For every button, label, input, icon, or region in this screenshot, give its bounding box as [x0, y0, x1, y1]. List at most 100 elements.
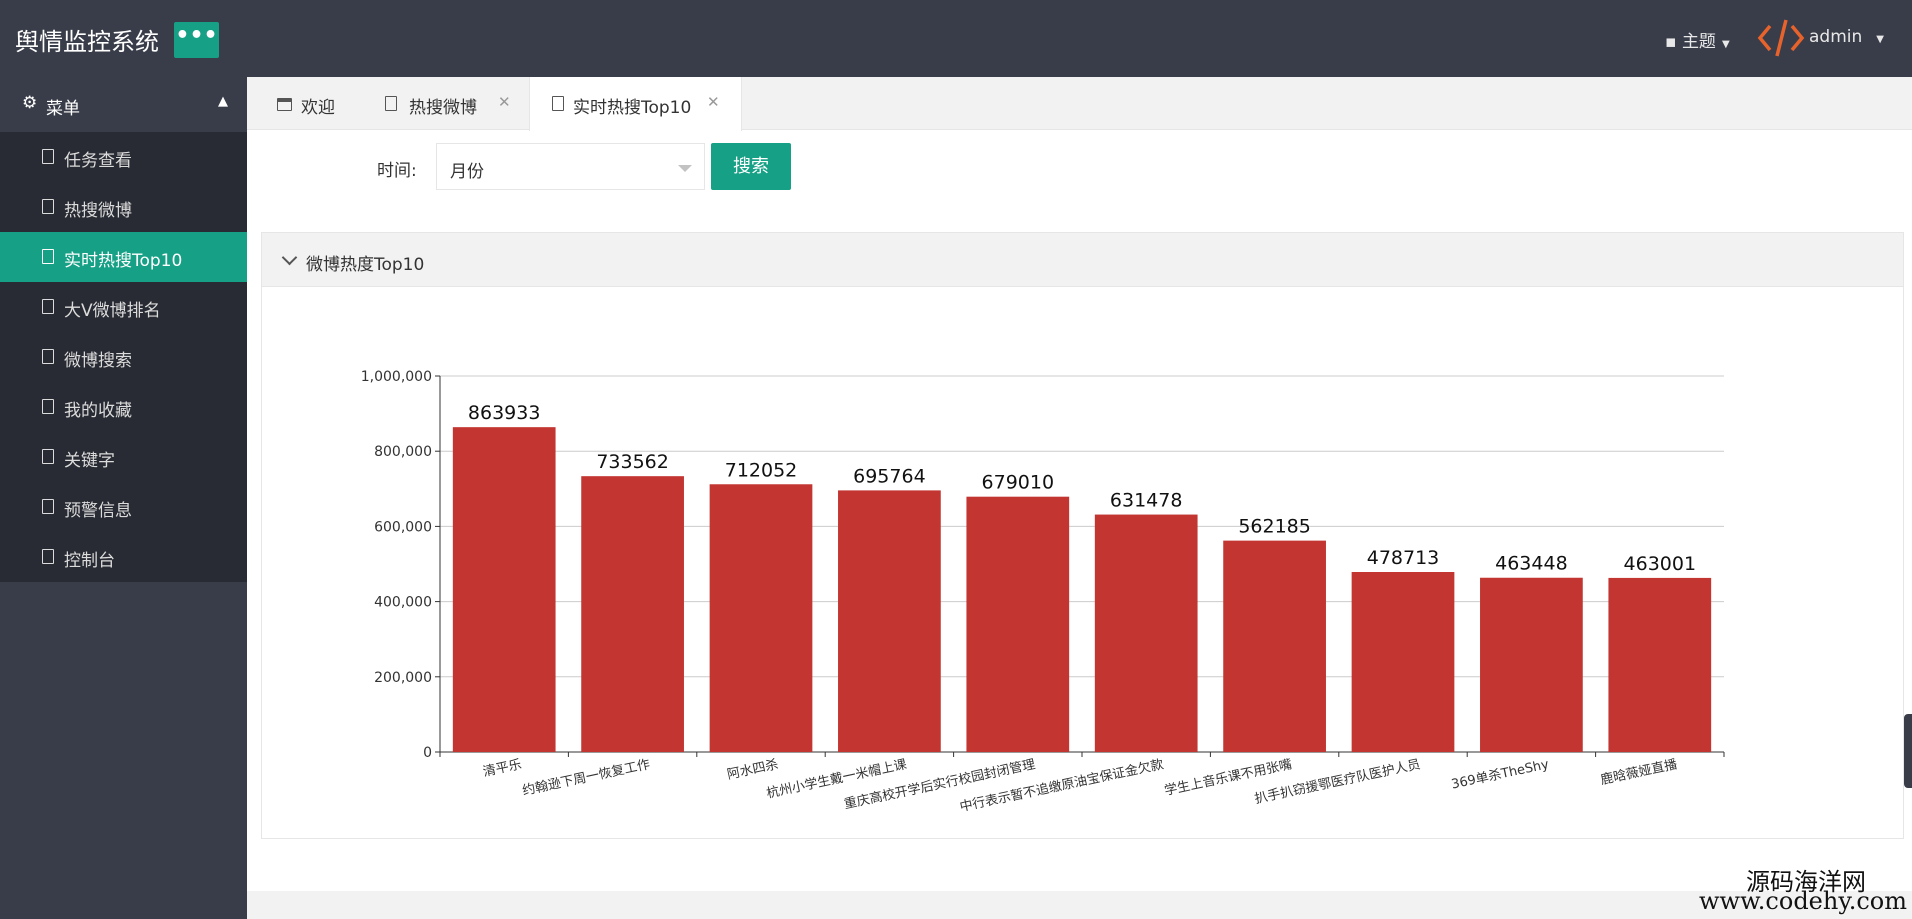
bar — [838, 490, 941, 752]
sidebar-item-label: 任务查看 — [64, 151, 132, 171]
document-icon — [42, 299, 54, 314]
sidebar-item-favorites[interactable]: 我的收藏 — [0, 382, 247, 432]
x-tick-label: 369单杀TheShy — [1450, 757, 1550, 792]
document-icon — [42, 449, 54, 464]
y-tick-label: 200,000 — [374, 670, 432, 686]
sidebar-item-label: 预警信息 — [64, 501, 132, 521]
time-select-value: 月份 — [450, 162, 484, 182]
bar — [1223, 540, 1326, 752]
chart-panel: 微博热度Top10 0 200,000 400,000 600,000 800,000 1… — [261, 232, 1904, 839]
bar — [1480, 577, 1583, 752]
y-tick-label: 800,000 — [374, 444, 432, 460]
sidebar-item-weibo-search[interactable]: 微博搜索 — [0, 332, 247, 382]
dropdown-arrow-icon — [678, 165, 692, 172]
y-tick-label: 600,000 — [374, 519, 432, 535]
x-tick-label: 阿水四杀 — [726, 757, 780, 782]
bar-value-label: 463448 — [1495, 553, 1568, 575]
footer-strip — [247, 891, 1912, 919]
document-icon — [42, 399, 54, 414]
document-icon — [552, 96, 564, 111]
bar — [966, 496, 1070, 752]
search-button[interactable]: 搜索 — [711, 143, 791, 190]
sidebar-item-label: 实时热搜Top10 — [64, 251, 183, 271]
chevron-up-icon: ▲ — [218, 94, 228, 109]
document-icon — [42, 249, 54, 264]
chevron-down-icon: ▼ — [1876, 34, 1884, 45]
y-tick-label: 400,000 — [374, 595, 432, 611]
sidebar-item-keywords[interactable]: 关键字 — [0, 432, 247, 482]
tab-hot-weibo[interactable]: 热搜微博 ✕ — [355, 77, 529, 130]
x-tick-label: 中行表示暂不追缴原油宝保证金欠款 — [958, 756, 1165, 815]
y-tick-label: 0 — [423, 745, 432, 761]
y-tick-label: 1,000,000 — [361, 369, 432, 385]
bar — [709, 484, 813, 752]
tab-bar: 欢迎 热搜微博 ✕ 实时热搜Top10 ✕ — [247, 77, 1912, 131]
panel-header[interactable]: 微博热度Top10 — [262, 233, 1903, 287]
sidebar-menu-header[interactable]: ⚙ 菜单 ▲ — [0, 77, 247, 132]
side-handle[interactable] — [1904, 714, 1912, 788]
sidebar-item-alerts[interactable]: 预警信息 — [0, 482, 247, 532]
chevron-down-icon: ▼ — [1721, 39, 1730, 50]
user-name: admin — [1809, 27, 1863, 47]
tab-label: 实时热搜Top10 — [573, 98, 692, 118]
close-icon[interactable]: ✕ — [498, 93, 511, 111]
user-menu[interactable]: admin ▼ — [1809, 27, 1884, 47]
bar-value-label: 733562 — [596, 451, 669, 473]
sidebar-item-realtime-top10[interactable]: 实时热搜Top10 — [0, 232, 247, 282]
document-icon — [42, 499, 54, 514]
tab-welcome[interactable]: 欢迎 — [247, 77, 355, 130]
bar-value-label: 631478 — [1110, 490, 1183, 512]
theme-menu[interactable]: ▪ 主题 ▼ — [1665, 27, 1730, 52]
theme-label: 主题 — [1681, 32, 1716, 52]
sidebar-item-label: 控制台 — [64, 551, 115, 571]
tab-label: 热搜微博 — [409, 98, 477, 118]
bar-value-label: 478713 — [1367, 547, 1440, 569]
panel-title: 微博热度Top10 — [306, 255, 425, 275]
bar-value-label: 679010 — [982, 472, 1055, 494]
time-label: 时间: — [377, 161, 417, 181]
bar-value-label: 863933 — [468, 402, 541, 424]
watermark-line-1: 源码海洋网 — [1746, 868, 1866, 896]
bar — [452, 427, 556, 752]
x-tick-label: 清平乐 — [482, 757, 523, 780]
sidebar-item-label: 大V微博排名 — [64, 301, 161, 321]
sidebar-menu-list: 任务查看 热搜微博 实时热搜Top10 大V微博排名 微博搜索 我的收藏 关键字… — [0, 132, 247, 582]
x-tick-label: 约翰逊下周一恢复工作 — [521, 757, 651, 799]
sidebar-item-task-view[interactable]: 任务查看 — [0, 132, 247, 182]
gear-icon: ⚙ — [22, 93, 38, 113]
bar — [1608, 577, 1712, 752]
sidebar-item-hot-weibo[interactable]: 热搜微博 — [0, 182, 247, 232]
sidebar: ⚙ 菜单 ▲ 任务查看 热搜微博 实时热搜Top10 大V微博排名 微博搜索 我… — [0, 77, 247, 919]
time-select[interactable]: 月份 — [436, 143, 705, 190]
x-tick-label: 鹿晗薇娅直播 — [1599, 756, 1679, 788]
tab-label: 欢迎 — [301, 98, 335, 118]
sidebar-item-label: 我的收藏 — [64, 401, 132, 421]
document-icon — [385, 96, 397, 111]
sidebar-item-console[interactable]: 控制台 — [0, 532, 247, 582]
bar-chart: 0 200,000 400,000 600,000 800,000 1,000,000 86… — [361, 369, 1725, 815]
close-icon[interactable]: ✕ — [707, 93, 720, 111]
sidebar-item-label: 关键字 — [64, 451, 115, 471]
menu-toggle-button[interactable]: ••• — [174, 22, 219, 58]
tab-realtime-top10[interactable]: 实时热搜Top10 ✕ — [529, 77, 742, 131]
bar-value-label: 463001 — [1624, 553, 1697, 575]
document-icon — [42, 349, 54, 364]
bar — [1351, 572, 1455, 752]
sidebar-header-label: 菜单 — [46, 99, 80, 119]
document-icon — [42, 549, 54, 564]
bar-value-label: 712052 — [725, 459, 798, 481]
bar — [581, 476, 684, 752]
document-icon — [42, 199, 54, 214]
watermark: 源码海洋网 www.codehy.com — [1699, 862, 1912, 919]
bar — [1094, 514, 1198, 752]
document-icon — [42, 149, 54, 164]
watermark-line-2: www.codehy.com — [1699, 887, 1907, 915]
top-header: 舆情监控系统 ••• ▪ 主题 ▼ admin ▼ — [0, 0, 1912, 77]
sidebar-item-bigv-ranking[interactable]: 大V微博排名 — [0, 282, 247, 332]
bar-value-label: 695764 — [853, 465, 926, 487]
sidebar-item-label: 微博搜索 — [64, 351, 132, 371]
window-icon — [277, 98, 292, 111]
theme-icon: ▪ — [1665, 32, 1677, 52]
bar-value-label: 562185 — [1238, 516, 1311, 538]
app-title: 舆情监控系统 — [15, 28, 159, 56]
